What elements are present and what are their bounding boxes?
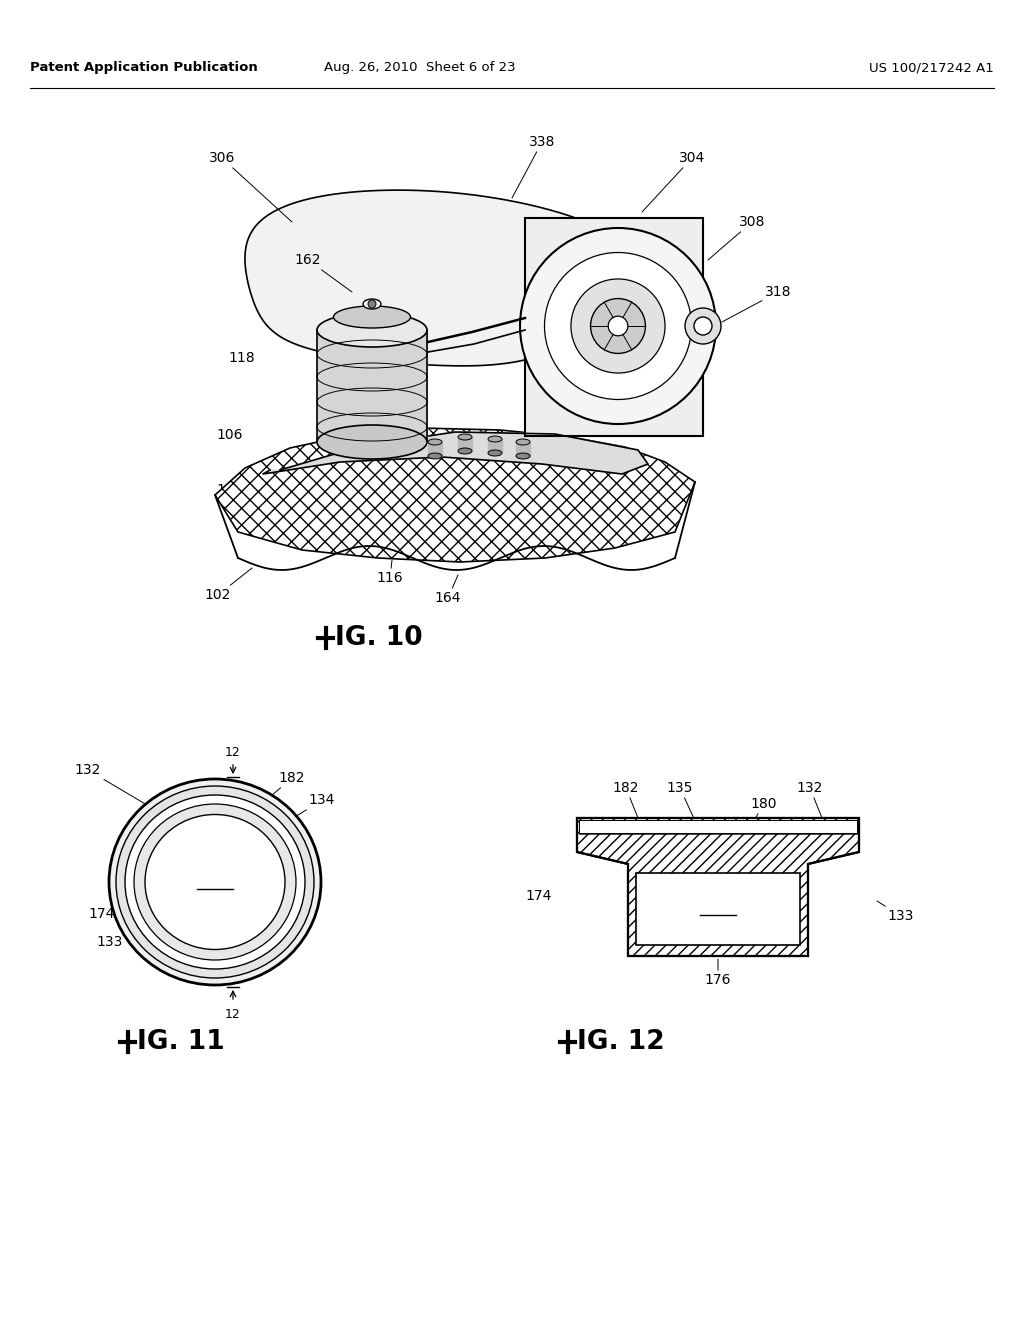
Ellipse shape (116, 785, 314, 978)
Circle shape (685, 308, 721, 345)
Ellipse shape (428, 453, 442, 459)
Text: 135: 135 (667, 781, 696, 822)
Ellipse shape (125, 795, 305, 969)
Text: 164: 164 (435, 576, 461, 605)
Ellipse shape (458, 447, 472, 454)
Ellipse shape (317, 313, 427, 347)
Text: 102: 102 (205, 568, 252, 602)
Ellipse shape (109, 779, 321, 985)
Text: 132: 132 (797, 781, 826, 828)
Polygon shape (317, 330, 427, 442)
Text: 12: 12 (225, 1007, 241, 1020)
Ellipse shape (334, 306, 411, 327)
Circle shape (608, 317, 628, 335)
Ellipse shape (362, 300, 381, 309)
Ellipse shape (428, 440, 442, 445)
Text: Aug. 26, 2010  Sheet 6 of 23: Aug. 26, 2010 Sheet 6 of 23 (325, 62, 516, 74)
Text: IG. 12: IG. 12 (577, 1030, 665, 1055)
Ellipse shape (516, 440, 530, 445)
Polygon shape (428, 442, 442, 455)
Ellipse shape (516, 453, 530, 459)
Bar (525, 218, 703, 436)
Ellipse shape (317, 425, 427, 459)
Polygon shape (577, 818, 859, 956)
Circle shape (520, 228, 716, 424)
Circle shape (694, 317, 712, 335)
Text: 134: 134 (290, 793, 335, 820)
Text: 308: 308 (708, 215, 765, 260)
Ellipse shape (488, 436, 502, 442)
Text: 106: 106 (217, 428, 244, 442)
Text: IG. 10: IG. 10 (335, 624, 423, 651)
Bar (636, 873, 800, 945)
Polygon shape (263, 432, 648, 474)
Circle shape (368, 300, 376, 308)
Text: US 100/217242 A1: US 100/217242 A1 (869, 62, 994, 74)
Ellipse shape (488, 450, 502, 455)
Circle shape (591, 298, 645, 354)
Ellipse shape (458, 434, 472, 440)
Text: 318: 318 (722, 285, 792, 322)
Polygon shape (458, 437, 472, 451)
Polygon shape (488, 440, 502, 453)
Text: 132: 132 (75, 763, 152, 808)
Circle shape (545, 252, 691, 400)
Text: 178: 178 (703, 899, 732, 913)
Circle shape (571, 279, 665, 374)
Text: 174: 174 (89, 907, 127, 921)
Text: 182: 182 (612, 781, 640, 822)
Text: 160: 160 (217, 483, 244, 498)
Polygon shape (525, 218, 703, 436)
Polygon shape (245, 190, 638, 366)
Text: Patent Application Publication: Patent Application Publication (30, 62, 258, 74)
Ellipse shape (145, 814, 285, 949)
Ellipse shape (134, 804, 296, 960)
Text: 180: 180 (750, 797, 777, 828)
Text: 133: 133 (877, 902, 914, 923)
Text: 338: 338 (512, 135, 555, 198)
Text: 320: 320 (549, 271, 575, 285)
Text: 176: 176 (705, 960, 731, 987)
Text: 108: 108 (656, 425, 683, 440)
Polygon shape (215, 428, 695, 562)
Text: IG. 11: IG. 11 (137, 1030, 224, 1055)
Text: 133: 133 (97, 932, 144, 949)
Text: 174: 174 (525, 888, 552, 903)
Text: 118: 118 (228, 351, 255, 366)
Polygon shape (516, 442, 530, 455)
Text: 304: 304 (642, 150, 706, 213)
Text: 162: 162 (295, 253, 352, 292)
Bar (579, 820, 857, 833)
Text: 12: 12 (225, 746, 241, 759)
Text: 116: 116 (377, 560, 403, 585)
Text: 182: 182 (264, 771, 305, 803)
Text: 180: 180 (198, 873, 232, 891)
Text: 306: 306 (209, 150, 292, 222)
